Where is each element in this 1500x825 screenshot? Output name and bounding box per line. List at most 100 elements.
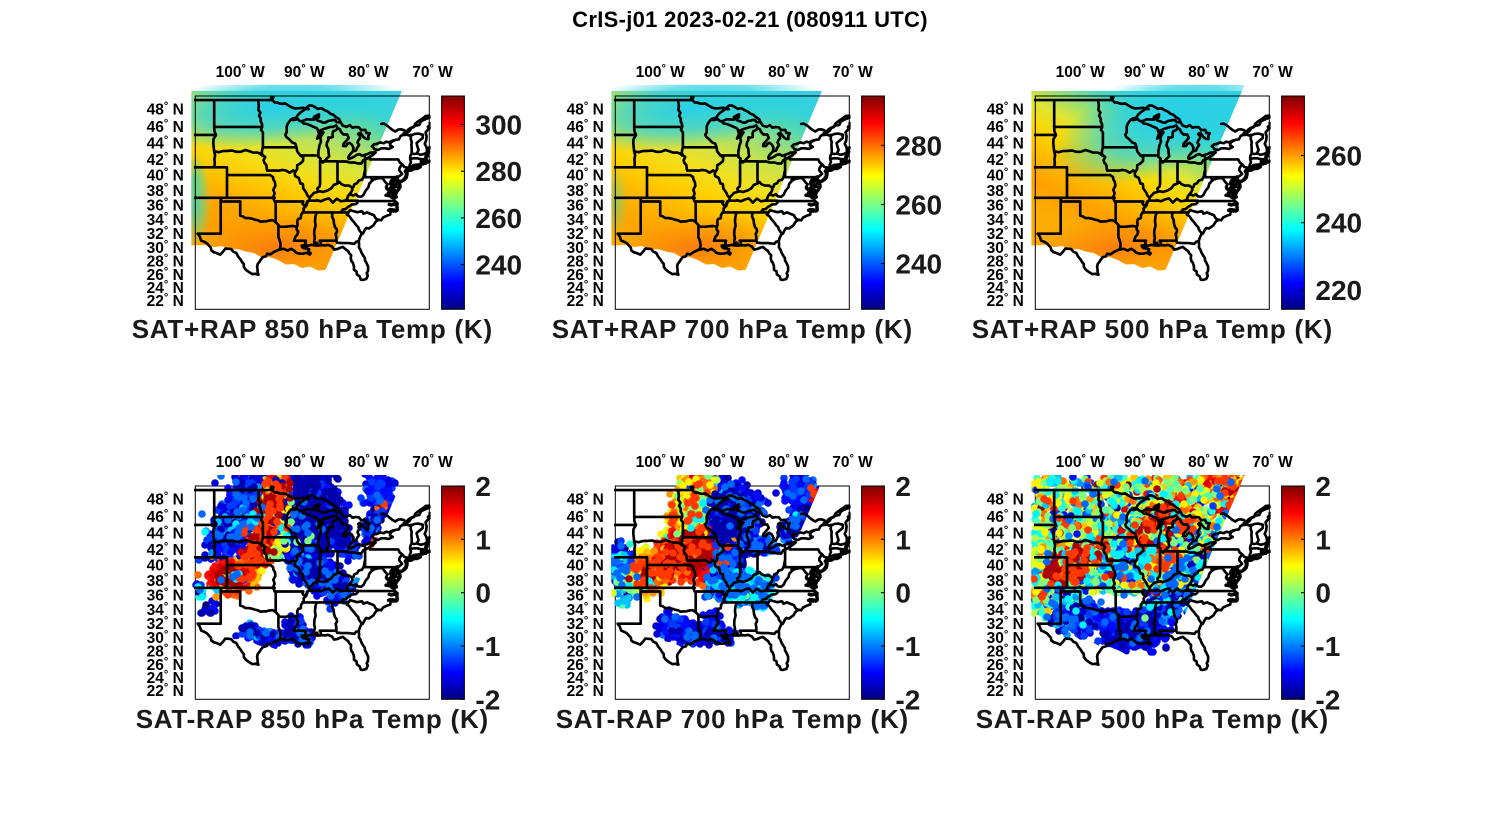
svg-text:260: 260 [1315,141,1362,172]
svg-text:-1: -1 [1315,631,1340,662]
svg-text:46° N: 46° N [567,118,604,136]
svg-text:26° N: 26° N [567,656,604,674]
svg-text:22° N: 22° N [567,292,604,310]
svg-text:280: 280 [475,156,522,187]
svg-text:36° N: 36° N [987,587,1024,605]
svg-text:100° W: 100° W [636,63,686,81]
svg-text:24° N: 24° N [987,669,1024,687]
svg-text:240: 240 [475,250,522,281]
svg-text:30° N: 30° N [567,629,604,647]
svg-text:90° W: 90° W [284,453,325,471]
svg-text:26° N: 26° N [567,266,604,284]
svg-text:240: 240 [895,249,942,280]
svg-text:100° W: 100° W [636,453,686,471]
svg-text:-1: -1 [475,631,500,662]
svg-text:80° W: 80° W [768,63,809,81]
svg-text:SAT-RAP 500 hPa Temp (K): SAT-RAP 500 hPa Temp (K) [976,704,1329,734]
svg-text:48° N: 48° N [987,491,1024,509]
svg-text:40° N: 40° N [987,557,1024,575]
svg-text:32° N: 32° N [567,615,604,633]
svg-text:90° W: 90° W [704,453,745,471]
svg-text:-1: -1 [895,631,920,662]
svg-text:44° N: 44° N [987,525,1024,543]
svg-text:SAT+RAP 700 hPa Temp (K): SAT+RAP 700 hPa Temp (K) [552,314,913,344]
svg-text:24° N: 24° N [147,669,184,687]
svg-text:100° W: 100° W [1056,63,1106,81]
svg-text:30° N: 30° N [987,629,1024,647]
svg-text:32° N: 32° N [987,615,1024,633]
svg-text:28° N: 28° N [147,253,184,271]
svg-text:48° N: 48° N [147,101,184,119]
svg-text:38° N: 38° N [147,182,184,200]
svg-text:34° N: 34° N [987,601,1024,619]
svg-text:24° N: 24° N [567,279,604,297]
svg-text:1: 1 [895,524,911,555]
svg-text:280: 280 [895,130,942,161]
svg-text:40° N: 40° N [147,167,184,185]
svg-text:24° N: 24° N [567,669,604,687]
svg-text:220: 220 [1315,275,1362,306]
svg-text:32° N: 32° N [567,225,604,243]
svg-text:100° W: 100° W [216,63,266,81]
svg-text:1: 1 [1315,524,1331,555]
svg-text:48° N: 48° N [567,491,604,509]
svg-text:CrIS-j01 2023-02-21 (080911 UT: CrIS-j01 2023-02-21 (080911 UTC) [572,7,928,32]
svg-text:90° W: 90° W [704,63,745,81]
svg-text:32° N: 32° N [987,225,1024,243]
svg-text:90° W: 90° W [1124,453,1165,471]
svg-text:70° W: 70° W [832,453,873,471]
svg-text:42° N: 42° N [987,151,1024,169]
svg-text:260: 260 [895,190,942,221]
svg-text:260: 260 [475,203,522,234]
svg-text:22° N: 22° N [567,682,604,700]
svg-text:40° N: 40° N [567,557,604,575]
svg-text:70° W: 70° W [1252,63,1293,81]
svg-text:34° N: 34° N [567,211,604,229]
svg-text:48° N: 48° N [987,101,1024,119]
svg-text:42° N: 42° N [147,541,184,559]
svg-text:38° N: 38° N [987,572,1024,590]
svg-text:-2: -2 [895,684,920,715]
svg-text:42° N: 42° N [567,151,604,169]
svg-text:38° N: 38° N [147,572,184,590]
svg-text:26° N: 26° N [147,266,184,284]
svg-text:80° W: 80° W [768,453,809,471]
svg-text:38° N: 38° N [567,572,604,590]
svg-text:42° N: 42° N [147,151,184,169]
svg-text:90° W: 90° W [1124,63,1165,81]
svg-text:28° N: 28° N [567,253,604,271]
svg-text:38° N: 38° N [567,182,604,200]
svg-text:80° W: 80° W [1188,63,1229,81]
svg-text:24° N: 24° N [987,279,1024,297]
svg-text:32° N: 32° N [147,615,184,633]
svg-text:-2: -2 [1315,684,1340,715]
svg-text:28° N: 28° N [147,643,184,661]
svg-text:46° N: 46° N [147,508,184,526]
svg-text:30° N: 30° N [147,629,184,647]
svg-text:70° W: 70° W [832,63,873,81]
svg-text:46° N: 46° N [987,118,1024,136]
svg-text:30° N: 30° N [987,239,1024,257]
svg-text:100° W: 100° W [1056,453,1106,471]
svg-text:0: 0 [895,578,911,609]
svg-text:44° N: 44° N [147,525,184,543]
svg-text:38° N: 38° N [987,182,1024,200]
svg-text:30° N: 30° N [147,239,184,257]
svg-text:2: 2 [1315,471,1331,502]
svg-text:22° N: 22° N [147,682,184,700]
svg-text:22° N: 22° N [987,292,1024,310]
svg-text:26° N: 26° N [987,266,1024,284]
svg-text:40° N: 40° N [567,167,604,185]
svg-text:SAT+RAP 850 hPa Temp (K): SAT+RAP 850 hPa Temp (K) [132,314,493,344]
svg-text:46° N: 46° N [567,508,604,526]
svg-text:36° N: 36° N [567,587,604,605]
svg-text:44° N: 44° N [987,135,1024,153]
svg-text:34° N: 34° N [987,211,1024,229]
svg-text:34° N: 34° N [567,601,604,619]
svg-text:SAT+RAP 500 hPa Temp (K): SAT+RAP 500 hPa Temp (K) [972,314,1333,344]
svg-text:44° N: 44° N [567,135,604,153]
svg-text:40° N: 40° N [987,167,1024,185]
svg-text:36° N: 36° N [147,587,184,605]
svg-text:36° N: 36° N [567,197,604,215]
svg-text:70° W: 70° W [1252,453,1293,471]
